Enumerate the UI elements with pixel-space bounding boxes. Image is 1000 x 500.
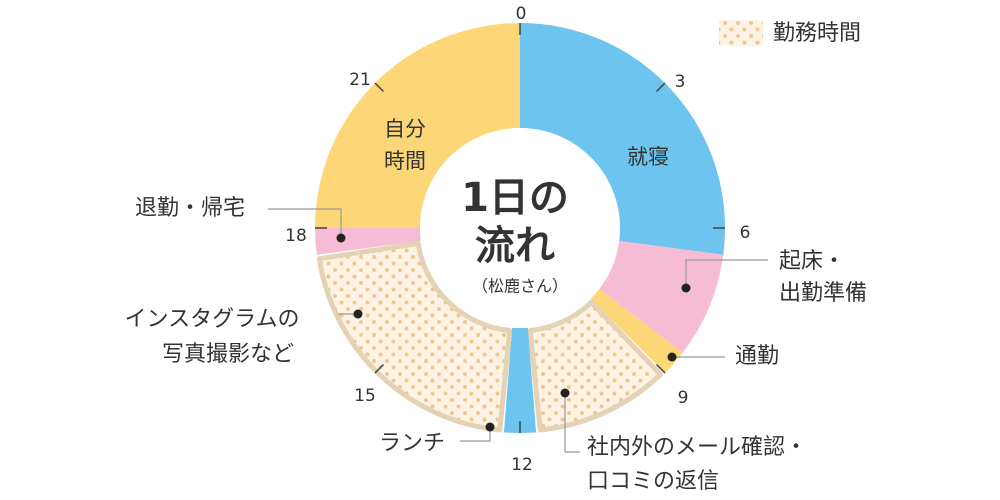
- hour-tick-label-15: 15: [354, 386, 376, 406]
- label-自分時間-line-0: 自分: [384, 117, 426, 141]
- label-起床出勤準備-leader-dot: [681, 283, 691, 293]
- hour-tick-label-6: 6: [740, 223, 751, 243]
- hour-tick-label-18: 18: [285, 226, 307, 246]
- label-退勤帰宅-leader-dot: [336, 233, 346, 243]
- label-退勤帰宅-line-0: 退勤・帰宅: [135, 196, 245, 221]
- legend-label-work: 勤務時間: [773, 21, 861, 46]
- segment-work-3: [527, 299, 664, 433]
- label-社内外のメール確認口コミの返信-line-0: 社内外のメール確認・: [587, 435, 807, 460]
- label-通勤-line-0: 通勤: [735, 344, 779, 369]
- label-起床出勤準備-line-1: 出勤準備: [779, 281, 867, 306]
- segment-2: [590, 288, 683, 373]
- label-ランチ-line-0: ランチ: [379, 431, 445, 456]
- hour-tick-9: [655, 363, 666, 374]
- hour-ticks: 0 3 6 9 12 15 18 21: [285, 4, 750, 475]
- hour-tick-label-0: 0: [516, 4, 527, 24]
- label-インスタグラムの写真撮影など-line-0: インスタグラムの: [125, 307, 300, 332]
- legend-swatch-work: [719, 20, 763, 46]
- center-title-line-0: 1日の: [461, 175, 569, 221]
- hour-tick-label-3: 3: [675, 72, 686, 92]
- hour-tick-3: [655, 82, 666, 93]
- label-起床出勤準備-line-0: 起床・: [779, 249, 845, 274]
- legend: 勤務時間: [719, 20, 861, 46]
- hour-tick-15: [374, 363, 385, 374]
- label-ランチ-leader-dot: [485, 422, 495, 432]
- label-退勤帰宅-leader-line: [268, 208, 342, 238]
- label-起床出勤準備-leader-line: [685, 259, 768, 288]
- label-自分時間-line-1: 時間: [384, 149, 426, 173]
- segment-1: [599, 241, 724, 353]
- hour-tick-label-12: 12: [511, 455, 533, 475]
- donut-segments: [315, 23, 725, 433]
- label-通勤-leader-dot: [667, 352, 677, 362]
- segment-work-5: [316, 241, 513, 433]
- label-就寝-line-0: 就寝: [627, 145, 669, 169]
- center-title-line-1: 流れ: [475, 223, 555, 269]
- hour-tick-label-9: 9: [678, 388, 689, 408]
- segment-0: [520, 23, 725, 255]
- segment-4: [503, 327, 537, 433]
- label-ランチ-leader-line: [460, 427, 491, 442]
- label-インスタグラムの写真撮影など-leader-dot: [353, 309, 363, 319]
- center-disc: [420, 128, 620, 328]
- label-社内外のメール確認口コミの返信-leader-dot: [560, 388, 570, 398]
- label-社内外のメール確認口コミの返信-line-1: 口コミの返信: [587, 469, 719, 494]
- hour-tick-21: [374, 82, 385, 93]
- center-subtitle: （松鹿さん）: [472, 277, 568, 296]
- label-社内外のメール確認口コミの返信-leader-line: [564, 393, 580, 453]
- segment-7: [315, 23, 520, 228]
- label-インスタグラムの写真撮影など-line-1: 写真撮影など: [162, 342, 294, 367]
- hour-tick-label-21: 21: [349, 70, 371, 90]
